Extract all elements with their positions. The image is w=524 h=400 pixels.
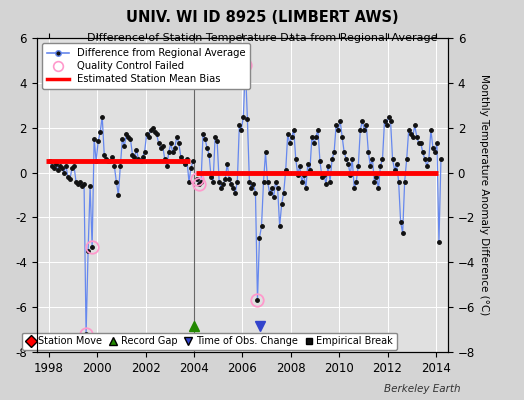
Y-axis label: Monthly Temperature Anomaly Difference (°C): Monthly Temperature Anomaly Difference (… [479,74,489,316]
Text: Difference of Station Temperature Data from Regional Average: Difference of Station Temperature Data f… [87,33,437,43]
Text: UNIV. WI ID 8925 (LIMBERT AWS): UNIV. WI ID 8925 (LIMBERT AWS) [126,10,398,25]
Legend: Station Move, Record Gap, Time of Obs. Change, Empirical Break: Station Move, Record Gap, Time of Obs. C… [22,332,397,350]
Text: Berkeley Earth: Berkeley Earth [385,384,461,394]
